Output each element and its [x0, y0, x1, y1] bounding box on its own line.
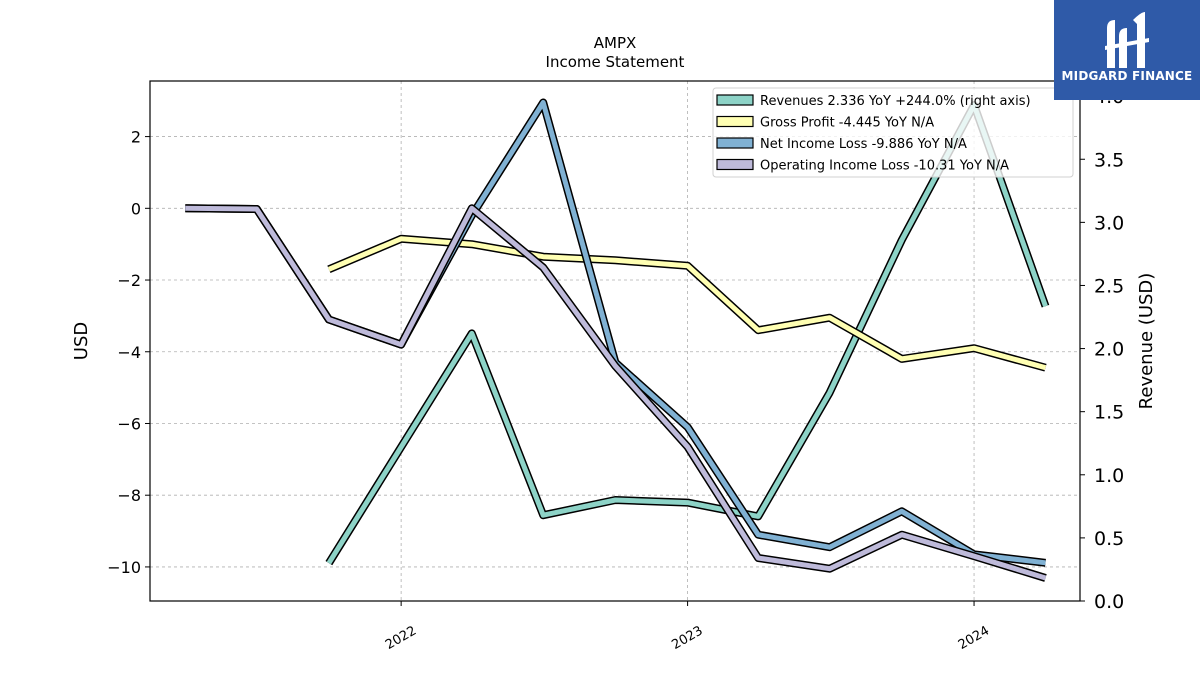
y-tick-label: −6 [117, 414, 141, 433]
y2-axis-label: Revenue (USD) [1136, 273, 1157, 410]
logo-mark-icon [1105, 12, 1149, 68]
legend-label: Revenues 2.336 YoY +244.0% (right axis) [760, 94, 1031, 109]
legend-swatch [716, 158, 754, 171]
brand-logo: MIDGARD FINANCE [1054, 0, 1200, 100]
legend-label: Net Income Loss -9.886 YoY N/A [760, 137, 967, 152]
x-tick-label: 2023 [669, 623, 705, 653]
series-gross-profit [327, 234, 1047, 372]
x-axis: 2022 2023 2024 [383, 601, 992, 653]
y-tick-label: −2 [117, 271, 141, 290]
legend-swatch [716, 115, 754, 128]
y-tick-label: −8 [117, 486, 141, 505]
y2-tick-label: 0.5 [1094, 528, 1124, 550]
y2-tick-label: 3.5 [1094, 149, 1124, 171]
y2-tick-label: 1.5 [1094, 402, 1124, 424]
y-tick-label: 0 [131, 199, 141, 218]
y-tick-label: −10 [107, 558, 141, 577]
y-tick-label: 2 [131, 128, 141, 147]
legend-swatch [716, 94, 754, 106]
legend-box [712, 87, 1074, 178]
series-operating-income-loss [185, 204, 1047, 582]
left-axis: −10 −8 −6 −4 −2 0 2 [107, 128, 150, 577]
x-tick-label: 2024 [956, 623, 992, 653]
y2-tick-label: 1.0 [1094, 465, 1124, 487]
y-tick-label: −4 [117, 343, 141, 362]
chart-title: AMPX [594, 34, 637, 52]
right-axis: 0.00.51.01.52.02.53.03.54.0 [1080, 86, 1124, 613]
series-line [185, 205, 1047, 581]
legend-label: Operating Income Loss -10.31 YoY N/A [760, 159, 1009, 174]
x-tick-label: 2022 [383, 623, 419, 653]
logo-text: MIDGARD FINANCE [1061, 69, 1193, 83]
legend-swatch [716, 137, 754, 149]
y2-tick-label: 2.0 [1094, 339, 1124, 361]
y2-tick-label: 3.0 [1094, 212, 1124, 234]
legend-label: Gross Profit -4.445 YoY N/A [760, 116, 934, 131]
y-axis-label: USD [71, 322, 92, 360]
legend: Revenues 2.336 YoY +244.0% (right axis) G… [712, 87, 1074, 178]
chart-subtitle: Income Statement [546, 53, 685, 71]
y2-tick-label: 2.5 [1094, 275, 1124, 297]
plot-frame [149, 80, 1081, 602]
series-line [327, 236, 1047, 371]
y2-tick-label: 0.0 [1094, 591, 1124, 613]
